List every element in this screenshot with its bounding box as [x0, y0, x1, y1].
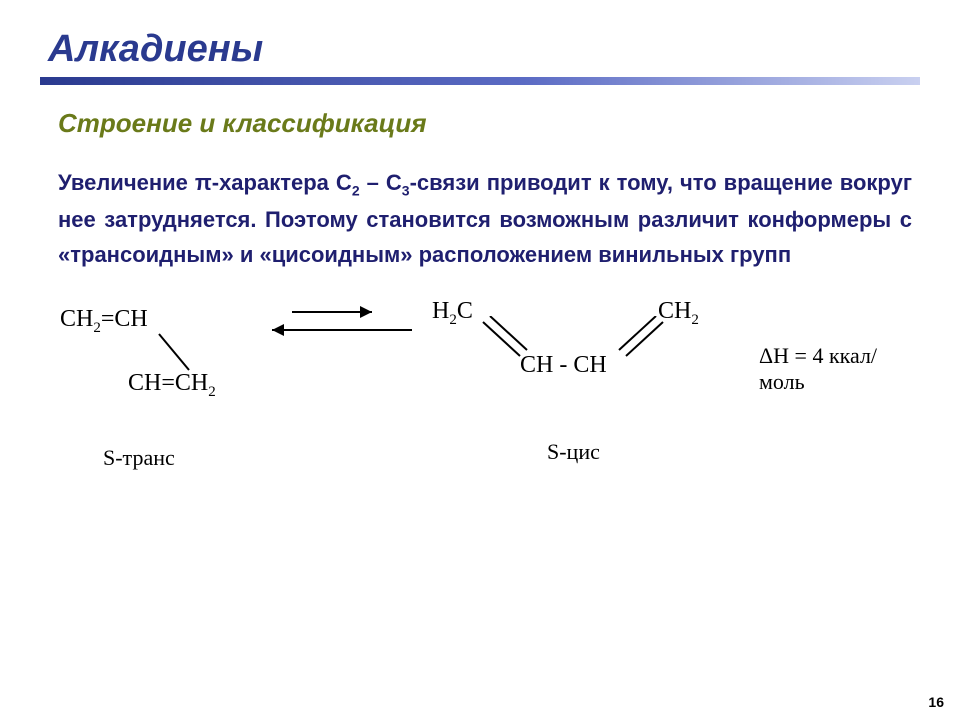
page-number: 16 [928, 694, 944, 710]
trans-bottom-group: CH=CH2 [128, 370, 216, 401]
title-underline-bar [40, 77, 920, 85]
delta-h-value: ΔH = 4 ккал/моль [752, 340, 920, 398]
cis-left-group: H2C [432, 298, 473, 329]
page-title: Алкадиены [48, 28, 920, 71]
cis-right-double-bond [616, 316, 676, 366]
slide: Алкадиены Строение и классификация Увели… [0, 0, 960, 720]
trans-label: S-транс [96, 442, 182, 474]
conformer-diagram: CH2=CH CH=CH2 S-транс H2C CH2 CH - CH [40, 298, 920, 558]
equilibrium-arrows [262, 300, 422, 350]
cis-label: S-цис [540, 436, 607, 468]
section-subtitle: Строение и классификация [58, 108, 920, 139]
trans-top-group: CH2=CH [60, 306, 148, 337]
cis-center-group: CH - CH [520, 352, 607, 379]
body-paragraph: Увеличение π-характера С2 – С3-связи при… [58, 165, 912, 272]
